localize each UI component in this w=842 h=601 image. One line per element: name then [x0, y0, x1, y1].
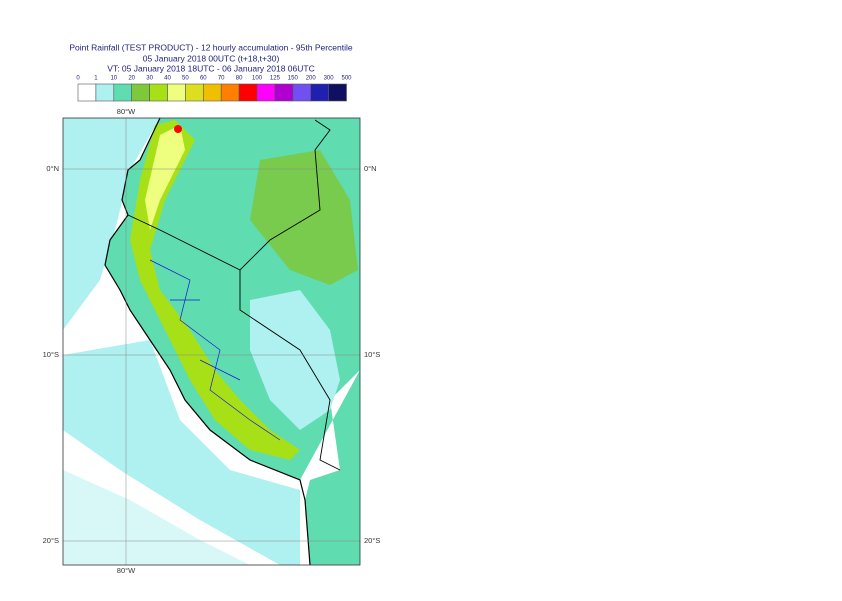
max-rain [174, 125, 182, 133]
legend-swatch [256, 83, 276, 102]
moderate-rain [250, 150, 358, 285]
legend-tick-label: 300 [324, 76, 335, 82]
legend-tick-label: 125 [270, 76, 281, 82]
legend-tick-label: 500 [341, 76, 352, 82]
legend-swatch [95, 83, 115, 102]
lon-label: 80°W [117, 566, 136, 575]
lat-label: 20°S [364, 536, 380, 545]
legend-swatch [310, 83, 329, 102]
title-line: VT: 05 January 2018 18UTC - 06 January 2… [107, 63, 314, 73]
legend-tick-label: 0 [76, 76, 80, 82]
ocean-rain [63, 118, 160, 330]
legend-tick-label: 1 [94, 76, 98, 82]
legend-swatch [220, 83, 240, 102]
legend-swatch [328, 83, 347, 102]
title-line: Point Rainfall (TEST PRODUCT) - 12 hourl… [69, 42, 353, 52]
map-frame [62, 117, 361, 566]
legend-swatch [292, 83, 311, 102]
legend-swatch [77, 83, 97, 102]
legend-tick-label: 10 [110, 76, 117, 82]
legend-swatch [185, 83, 204, 102]
ocean-rain [63, 340, 300, 565]
heavy-rain [145, 125, 185, 230]
admin-border [149, 259, 281, 441]
legend-swatch [274, 83, 294, 102]
heavy-rain [130, 120, 300, 460]
legend: 0 1 10 20 30 40 50 60 70 80 100 125 150 200 300 500 [76, 76, 352, 102]
light-rain [250, 290, 340, 430]
legend-tick-label: 70 [218, 76, 225, 82]
legend-swatch [167, 83, 186, 102]
legend-tick-label: 200 [306, 76, 317, 82]
legend-tick-label: 30 [146, 76, 153, 82]
legend-swatch [131, 83, 150, 102]
legend-tick-label: 150 [288, 76, 299, 82]
title-line: 05 January 2018 00UTC (t+18,t+30) [143, 53, 280, 63]
legend-tick-label: 60 [200, 76, 207, 82]
lat-label: 20°S [43, 536, 59, 545]
lon-label: 80°W [117, 107, 136, 116]
legend-tick-label: 100 [252, 76, 263, 82]
map [62, 117, 361, 566]
border [127, 119, 341, 471]
legend-tick-label: 20 [128, 76, 135, 82]
coastline [104, 117, 311, 566]
lat-label: 0°N [46, 164, 59, 173]
lat-label: 10°S [43, 350, 59, 359]
legend-swatch [238, 83, 258, 102]
legend-tick-label: 80 [236, 76, 243, 82]
legend-tick-label: 50 [182, 76, 189, 82]
legend-swatch [113, 83, 133, 102]
legend-swatch [203, 83, 222, 102]
legend-swatch [149, 83, 168, 102]
lat-label: 0°N [364, 164, 377, 173]
legend-tick-label: 40 [164, 76, 171, 82]
lat-label: 10°S [364, 350, 380, 359]
